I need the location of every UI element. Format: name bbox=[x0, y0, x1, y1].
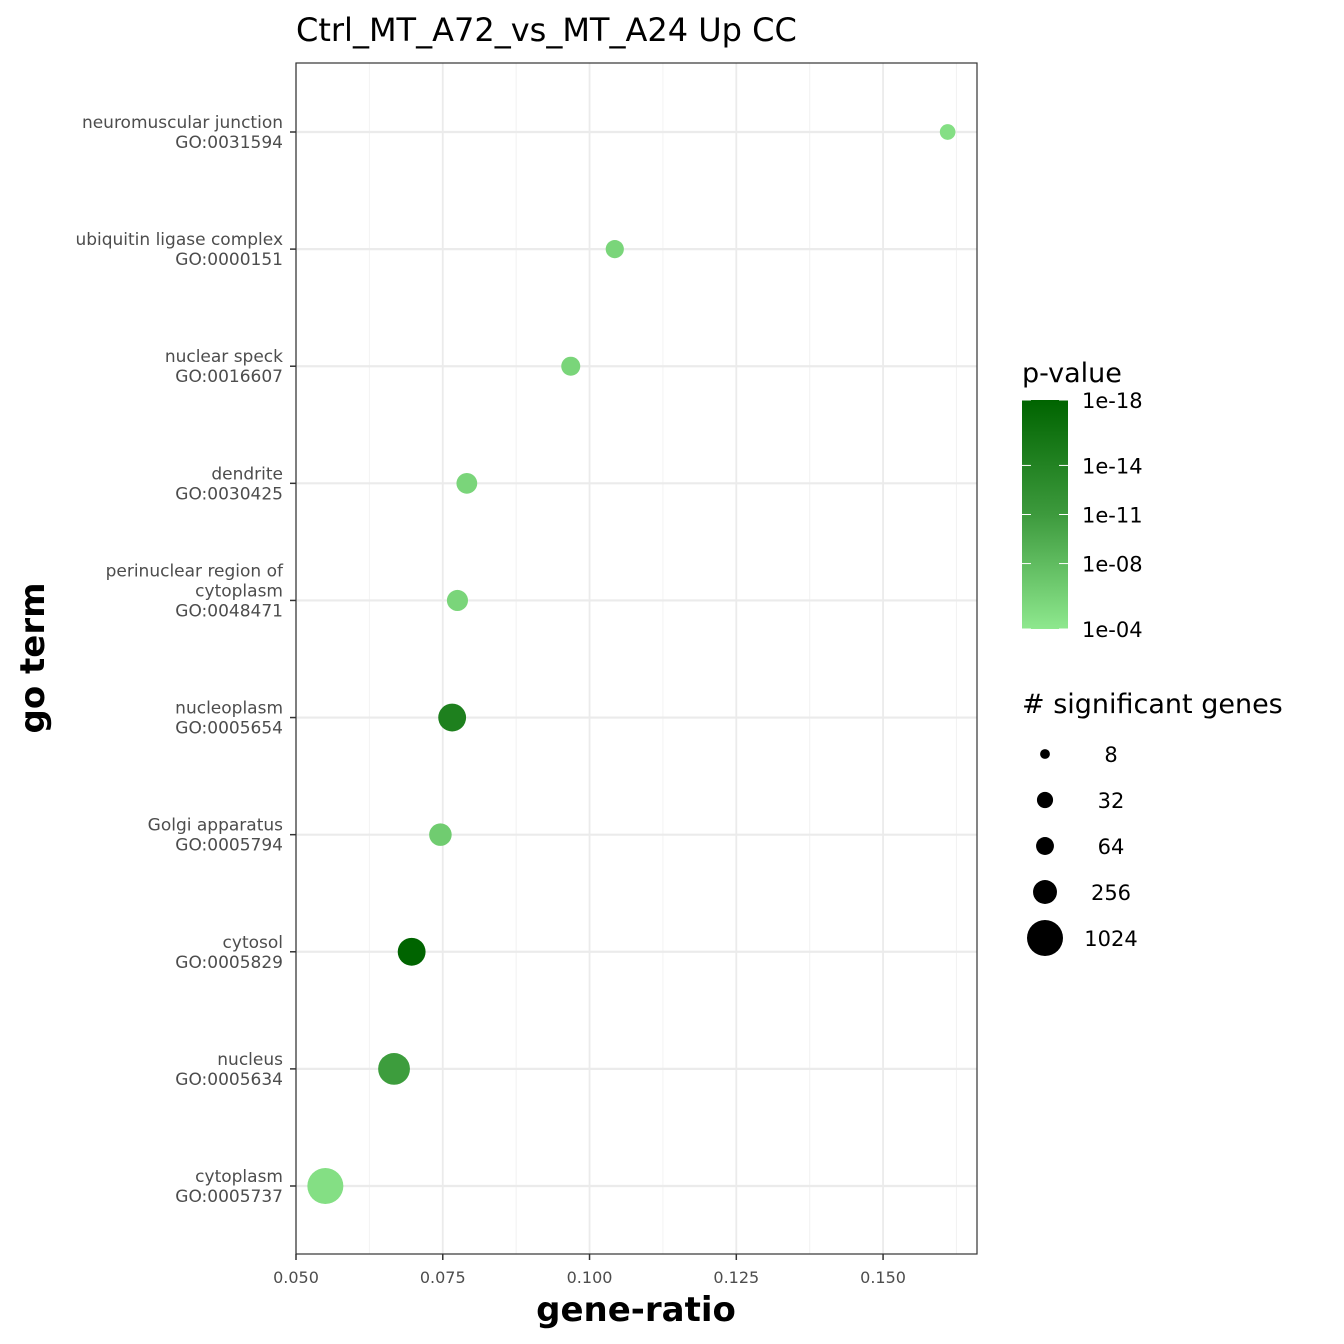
size-legend-dot bbox=[1040, 749, 1050, 759]
y-tick-label: neuromuscular junction GO:0031594 bbox=[82, 113, 283, 153]
y-tick-label: nucleoplasm GO:0005654 bbox=[175, 699, 283, 739]
go-term-name: nucleus bbox=[217, 1050, 283, 1070]
go-id: GO:0005737 bbox=[175, 1187, 283, 1207]
data-point bbox=[561, 356, 581, 376]
size-legend-title: # significant genes bbox=[1022, 689, 1283, 720]
x-axis-title: gene-ratio bbox=[536, 1290, 736, 1330]
go-id: GO:0005634 bbox=[175, 1070, 283, 1090]
size-legend-label: 32 bbox=[1098, 789, 1125, 813]
go-term-name: cytoplasm bbox=[195, 1167, 283, 1187]
size-legend-dot bbox=[1036, 791, 1054, 809]
data-point bbox=[446, 589, 468, 611]
size-legend-label: 1024 bbox=[1084, 927, 1137, 951]
y-tick-label: perinuclear region of cytoplasm GO:0048471 bbox=[106, 561, 284, 621]
color-legend-label: 1e-11 bbox=[1082, 504, 1143, 528]
y-tick-label: ubiquitin ligase complex GO:0000151 bbox=[75, 230, 283, 270]
go-id: GO:0031594 bbox=[175, 133, 283, 153]
go-term-name: cytoplasm bbox=[195, 581, 283, 601]
color-legend-label: 1e-18 bbox=[1082, 389, 1143, 413]
x-tick-label: 0.050 bbox=[273, 1268, 319, 1287]
grid-minor bbox=[368, 63, 957, 1254]
color-legend-label: 1e-08 bbox=[1082, 553, 1143, 577]
size-legend-dot bbox=[1033, 880, 1057, 904]
go-term-name: Golgi apparatus bbox=[148, 816, 283, 836]
y-tick-label: dendrite GO:0030425 bbox=[175, 464, 283, 504]
data-point bbox=[397, 937, 426, 966]
go-term-name: ubiquitin ligase complex bbox=[75, 230, 283, 250]
plot-border bbox=[295, 62, 978, 1255]
color-legend-label: 1e-14 bbox=[1082, 454, 1143, 478]
y-tick-label: cytoplasm GO:0005737 bbox=[175, 1167, 283, 1207]
go-id: GO:0005794 bbox=[175, 836, 283, 856]
go-id: GO:0048471 bbox=[175, 601, 283, 621]
data-point bbox=[939, 124, 956, 140]
go-id: GO:0005654 bbox=[175, 719, 283, 739]
go-id: GO:0016607 bbox=[175, 367, 283, 387]
size-legend-label: 64 bbox=[1098, 835, 1125, 859]
y-tick-label: Golgi apparatus GO:0005794 bbox=[148, 816, 283, 856]
y-tick-label: nuclear speck GO:0016607 bbox=[165, 347, 283, 387]
size-legend-items: 8 32 64 256 1024 bbox=[1027, 743, 1138, 956]
size-legend-dot bbox=[1036, 837, 1054, 855]
data-point bbox=[438, 703, 467, 732]
size-legend-dot bbox=[1027, 920, 1063, 956]
chart-title: Ctrl_MT_A72_vs_MT_A24 Up CC bbox=[296, 11, 797, 49]
go-term-name: perinuclear region of bbox=[106, 561, 284, 581]
go-term-name: dendrite bbox=[211, 464, 283, 484]
y-tick-label: nucleus GO:0005634 bbox=[175, 1050, 283, 1090]
go-term-name: neuromuscular junction bbox=[82, 113, 283, 133]
data-point bbox=[605, 240, 624, 259]
color-legend-label: 1e-04 bbox=[1082, 618, 1143, 642]
x-tick-label: 0.075 bbox=[420, 1268, 466, 1287]
go-id: GO:0000151 bbox=[175, 250, 283, 270]
data-point bbox=[429, 823, 452, 846]
x-tick-label: 0.100 bbox=[567, 1268, 613, 1287]
color-legend-title: p-value bbox=[1022, 358, 1122, 389]
go-term-name: nucleoplasm bbox=[175, 699, 283, 719]
go-id: GO:0005829 bbox=[175, 953, 283, 973]
data-points bbox=[307, 124, 956, 1204]
size-legend-label: 256 bbox=[1091, 881, 1131, 905]
data-point bbox=[307, 1168, 344, 1204]
size-legend-label: 8 bbox=[1104, 743, 1117, 767]
y-axis-title: go term bbox=[13, 582, 53, 733]
go-term-name: cytosol bbox=[223, 933, 283, 953]
x-tick-label: 0.150 bbox=[860, 1268, 906, 1287]
data-point bbox=[456, 472, 478, 494]
x-tick-label: 0.125 bbox=[713, 1268, 759, 1287]
y-tick-label: cytosol GO:0005829 bbox=[175, 933, 283, 973]
grid-major bbox=[295, 63, 977, 1254]
x-axis: 0.050 0.075 0.100 0.125 0.150 bbox=[273, 1254, 906, 1287]
go-term-name: nuclear speck bbox=[165, 347, 283, 367]
data-point bbox=[378, 1052, 410, 1085]
color-legend-labels: 1e-18 1e-14 1e-11 1e-08 1e-04 bbox=[1022, 389, 1143, 642]
plot-panel bbox=[296, 63, 977, 1254]
go-id: GO:0030425 bbox=[175, 484, 283, 504]
